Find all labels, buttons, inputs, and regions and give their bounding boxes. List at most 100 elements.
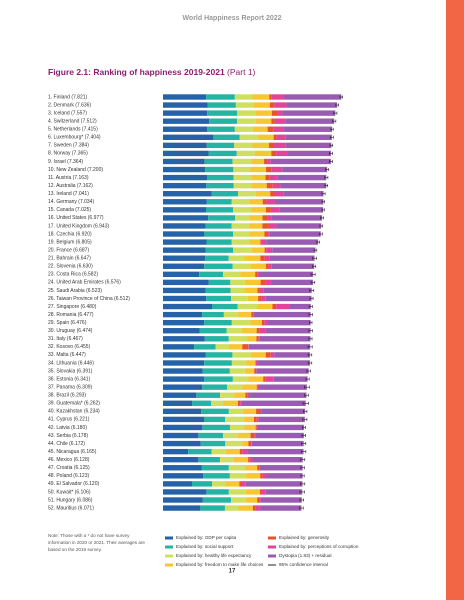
bar-segment <box>255 505 260 511</box>
title: Figure 2.1: Ranking of happiness 2019-20… <box>48 67 225 77</box>
bar-segment <box>245 465 258 471</box>
bar-segment <box>244 279 261 286</box>
category-label: 35. Slovakia (6.391) <box>48 368 93 374</box>
bar-segment <box>278 110 283 116</box>
bar-segment <box>198 457 220 463</box>
category-label: 25. Saudi Arabia (6.523) <box>48 288 102 294</box>
legend-swatch <box>268 536 276 540</box>
bar-segment <box>255 271 258 278</box>
bar-segment <box>208 279 231 286</box>
legend-label: Explained by: freedom to make life choic… <box>176 562 264 567</box>
bar-segment <box>259 271 314 278</box>
category-label: 33. Malta (6.447) <box>48 352 86 358</box>
category-label: 18. Czechia (6.920) <box>48 231 92 237</box>
bar-segment <box>188 448 212 455</box>
bar-segment <box>253 102 270 108</box>
bar-segment <box>163 352 206 358</box>
bar-segment <box>240 481 246 487</box>
bar-segment <box>202 497 231 503</box>
bar-segment <box>252 94 270 100</box>
bar-segment <box>271 118 275 124</box>
bar-segment <box>255 432 304 439</box>
bar-segment <box>267 158 271 165</box>
bar-segment <box>265 263 269 269</box>
bar-segment <box>228 408 243 415</box>
bar-segment <box>233 182 252 189</box>
category-label: 51. Hungary (6.086) <box>48 497 93 503</box>
legend-swatch <box>165 554 173 558</box>
bar-segment <box>270 352 275 358</box>
bar-segment <box>205 255 229 261</box>
bar-segment <box>163 440 201 447</box>
bar-segment <box>163 481 192 487</box>
category-label: 28. Romania (6.477) <box>48 312 94 318</box>
bar-segment <box>201 408 229 415</box>
bar-segment <box>266 247 273 253</box>
category-label: 32. Kosovo (6.455) <box>48 344 91 350</box>
bar-segment <box>209 118 238 124</box>
page-header: World Happiness Report 2022 <box>182 15 281 22</box>
bar-segment <box>272 182 281 189</box>
bar-segment <box>259 287 264 294</box>
bar-segment <box>269 174 278 181</box>
bar-segment <box>219 457 234 463</box>
bar-segment <box>239 481 241 487</box>
bar-segment <box>258 416 305 423</box>
bar-segment <box>163 110 208 116</box>
legend-swatch <box>165 563 173 567</box>
bar-segment <box>266 473 303 479</box>
category-label: 10. New Zealand (7.200) <box>48 167 103 173</box>
bar-segment <box>232 263 251 269</box>
bar-segment <box>256 408 259 415</box>
bar-segment <box>163 303 212 310</box>
bar-segment <box>276 134 286 140</box>
bar-segment <box>276 303 290 310</box>
bar-segment <box>254 368 257 374</box>
bar-segment <box>163 271 200 278</box>
bar-segment <box>206 142 235 149</box>
bar-segment <box>258 384 307 390</box>
bar-segment <box>204 416 226 423</box>
bar-segment <box>276 150 288 157</box>
bar-segment <box>227 384 243 390</box>
category-label: 48. Poland (6.123) <box>48 473 89 479</box>
bar-segment <box>163 239 207 245</box>
bar-segment <box>273 126 284 132</box>
bar-segment <box>261 295 266 302</box>
bar-segment <box>269 142 275 149</box>
bar-segment <box>271 110 279 116</box>
bar-segment <box>282 110 336 116</box>
bar-segment <box>247 392 251 398</box>
bar-segment <box>240 400 242 406</box>
bar-segment <box>163 336 205 342</box>
bar-segment <box>204 231 234 237</box>
bar-segment <box>163 400 193 406</box>
bar-segment <box>225 416 244 423</box>
bar-segment <box>205 287 231 294</box>
bar-segment <box>261 319 265 326</box>
category-label: 15. Canada (7.025) <box>48 207 91 213</box>
bar-segment <box>265 376 274 382</box>
bar-segment <box>242 384 257 390</box>
bar-segment <box>200 505 225 511</box>
bar-segment <box>269 102 275 108</box>
bar-segment <box>274 191 284 197</box>
category-label: 45. Nicaragua (6.165) <box>48 449 97 455</box>
category-label: 16. United States (6.977) <box>48 215 104 221</box>
bar-segment <box>224 505 239 511</box>
bar-segment <box>194 344 216 350</box>
bar-segment <box>199 328 227 334</box>
bar-segment <box>204 158 233 165</box>
bar-segment <box>256 416 259 423</box>
bar-segment <box>283 94 342 100</box>
legend-swatch <box>268 554 276 558</box>
bar-segment <box>211 448 226 455</box>
bar-segment <box>163 344 195 350</box>
category-label: 19. Belgium (6.805) <box>48 239 92 245</box>
bar-segment <box>223 271 241 278</box>
bar-segment <box>163 384 203 390</box>
category-label: 47. Croatia (6.125) <box>48 465 90 471</box>
bar-segment <box>249 457 253 463</box>
bar-segment <box>261 489 266 495</box>
